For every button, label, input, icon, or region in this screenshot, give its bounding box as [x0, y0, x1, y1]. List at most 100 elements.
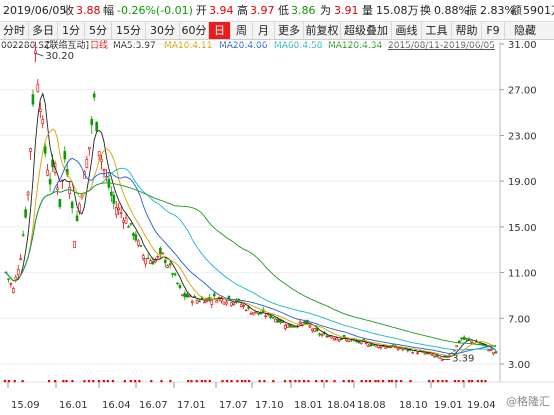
candle-body — [63, 151, 67, 160]
event-marker — [484, 380, 487, 383]
forward-adjust-button[interactable]: 前复权 — [304, 22, 341, 39]
candle-body — [487, 349, 490, 352]
candle-body — [12, 288, 15, 293]
tab-30min[interactable]: 30分 — [146, 22, 180, 39]
candle-body — [24, 209, 27, 218]
candle-body — [492, 351, 495, 355]
help-button[interactable]: 帮助 — [452, 22, 482, 39]
x-tick-label: 15.09 — [11, 400, 40, 411]
hide-button[interactable]: 隐藏 — [514, 24, 536, 37]
event-marker — [333, 380, 336, 383]
event-marker — [441, 380, 444, 383]
event-marker — [71, 380, 74, 383]
candle-body — [345, 338, 348, 342]
x-tick-label: 17.01 — [177, 400, 206, 411]
candle-body — [186, 293, 189, 298]
candle-body — [127, 226, 130, 228]
stock-code: 002280.SZ — [1, 41, 51, 51]
event-marker — [437, 380, 440, 383]
draw-line-button[interactable]: 画线 — [392, 22, 422, 39]
tab-daily[interactable]: 日 — [209, 22, 231, 39]
event-marker — [258, 380, 261, 383]
candle-body — [119, 212, 123, 214]
event-marker — [263, 380, 266, 383]
event-marker — [283, 380, 287, 383]
event-marker — [248, 380, 251, 383]
quote-date: 2019/06/05 — [3, 4, 67, 17]
y-tick-label: 11.00 — [508, 269, 537, 280]
x-tick-label: 18.01 — [294, 400, 323, 411]
y-tick-label: 27.00 — [508, 86, 537, 97]
high-label: 高 — [237, 4, 248, 17]
candle-body — [159, 247, 162, 254]
candle-body — [134, 234, 138, 241]
indicator-bar: 002280.SZ [联络互动] 日线 MA5:3.97 MA10:4.11 M… — [0, 39, 554, 53]
candle-body — [257, 312, 260, 315]
ma20-value: MA20:4.06 — [219, 41, 268, 51]
candle-body — [465, 338, 468, 340]
event-marker — [134, 380, 137, 383]
event-marker — [190, 380, 193, 383]
candle-body — [252, 312, 255, 315]
x-tick-label: 16.04 — [102, 400, 131, 411]
candle-body — [462, 336, 466, 340]
candle-body — [411, 352, 415, 354]
open-value: 3.94 — [209, 4, 234, 17]
watermark: @格隆汇 — [506, 395, 550, 408]
y-tick-label: 15.00 — [508, 223, 537, 234]
tools-button[interactable]: 工具 — [422, 22, 452, 39]
f9-button[interactable]: F9 — [482, 22, 505, 39]
candle-body — [41, 119, 45, 124]
candle-body — [222, 301, 226, 305]
event-marker — [462, 380, 465, 383]
x-tick-label: 18.10 — [399, 400, 428, 411]
change-label: 幅 — [103, 4, 114, 17]
y-tick-label: 3.00 — [508, 360, 530, 371]
tab-60min[interactable]: 60分 — [180, 22, 209, 39]
candle-body — [423, 352, 427, 355]
candle-body — [112, 195, 116, 204]
candle-body — [281, 321, 285, 323]
candle-body — [161, 252, 165, 255]
candle-body — [68, 187, 71, 194]
candle-body — [301, 322, 304, 326]
event-marker — [457, 380, 460, 383]
tab-weekly[interactable]: 周 — [231, 22, 253, 39]
x-tick-label: 18.08 — [357, 400, 386, 411]
tab-monthly[interactable]: 月 — [253, 22, 275, 39]
event-marker — [48, 380, 51, 383]
x-tick-label: 17.10 — [255, 400, 284, 411]
candle-body — [328, 335, 331, 338]
low-value: 3.86 — [291, 4, 316, 17]
y-tick-label: 23.00 — [508, 131, 537, 142]
tab-15min[interactable]: 15分 — [112, 22, 146, 39]
candle-body — [320, 334, 324, 336]
event-marker — [169, 380, 172, 383]
candle-body — [92, 93, 96, 98]
period-label: 日线 — [90, 41, 109, 51]
tab-5min[interactable]: 5分 — [85, 22, 112, 39]
more-button[interactable]: 更多 — [275, 22, 304, 39]
candle-body — [428, 352, 432, 355]
candle-body — [137, 240, 140, 246]
candle-body — [379, 346, 383, 349]
ma60-line — [5, 167, 497, 351]
amount-value: 5901万 — [523, 4, 554, 17]
candle-body — [372, 344, 375, 346]
candle-body — [46, 169, 49, 176]
event-marker — [374, 380, 377, 383]
candle-body — [489, 349, 493, 351]
quote-bar: 2019/06/05 收 3.88 幅 -0.26%(-0.01) 开 3.94… — [0, 0, 554, 21]
event-marker — [377, 380, 380, 383]
tab-multi-day[interactable]: 多日 — [29, 22, 58, 39]
event-marker — [62, 380, 65, 383]
event-marker — [390, 380, 393, 383]
candle-body — [173, 273, 177, 276]
candle-body — [171, 273, 174, 275]
candle-body — [117, 207, 120, 211]
tab-1min[interactable]: 1分 — [58, 22, 85, 39]
candle-body — [70, 201, 74, 209]
candle-body — [401, 348, 405, 351]
tab-intraday[interactable]: 分时 — [0, 22, 29, 39]
super-overlay-button[interactable]: 超级叠加 — [341, 22, 392, 39]
